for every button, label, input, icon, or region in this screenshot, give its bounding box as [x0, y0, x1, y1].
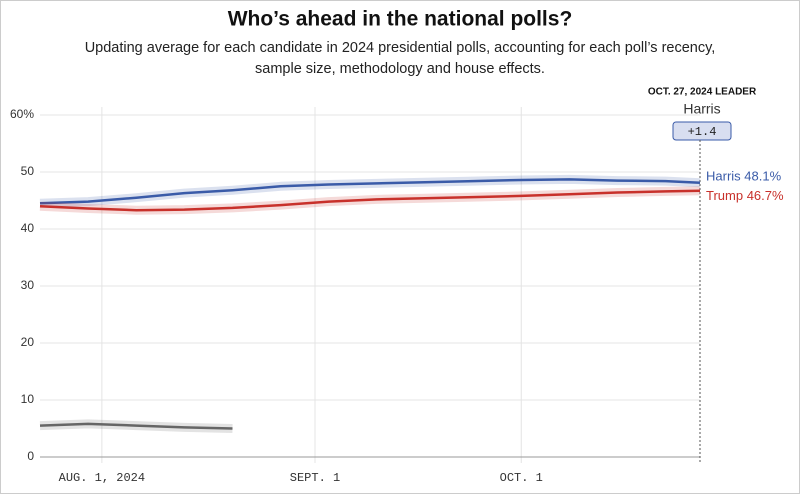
y-tick-label: 30 — [21, 278, 35, 292]
end-label: Harris 48.1% — [706, 168, 782, 183]
chart-subtitle: Updating average for each candidate in 2… — [84, 40, 716, 77]
y-tick-label: 0 — [27, 449, 34, 463]
leader-heading: OCT. 27, 2024 LEADER — [648, 87, 757, 98]
series-line — [39, 422, 233, 430]
y-tick-label: 40 — [21, 221, 35, 235]
series-line — [39, 189, 701, 212]
subtitle-box: Updating average for each candidate in 2… — [84, 40, 716, 77]
leader-badge — [672, 121, 732, 141]
y-tick-label: 60% — [10, 107, 34, 121]
leader-margin: +1.4 — [688, 125, 717, 139]
x-tick-label: SEPT. 1 — [290, 471, 340, 485]
y-tick-label: 20 — [21, 335, 35, 349]
x-tick-label: OCT. 1 — [500, 471, 543, 485]
chart-title: Who’s ahead in the national polls? — [228, 8, 573, 31]
y-tick-label: 50 — [21, 164, 35, 178]
y-tick-label: 10 — [21, 392, 35, 406]
end-label: Trump 46.7% — [706, 188, 784, 203]
x-tick-label: AUG. 1, 2024 — [59, 471, 145, 485]
series-line — [39, 178, 701, 205]
leader-name: Harris — [683, 101, 720, 117]
